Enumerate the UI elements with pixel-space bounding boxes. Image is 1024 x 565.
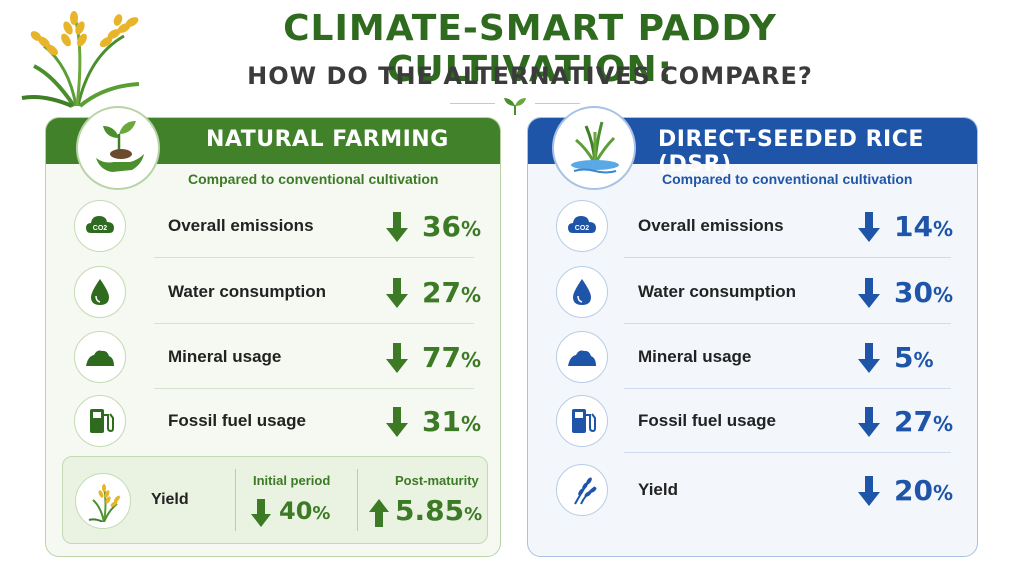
co2-icon-text: CO2 (575, 225, 590, 232)
water-drop-icon (91, 279, 109, 305)
nf-metric-row-emissions: CO2 Overall emissions 36% (46, 194, 500, 258)
arrow-up-icon (369, 499, 389, 527)
arrow-down-icon (858, 278, 880, 308)
page-title: CLIMATE-SMART PADDY CULTIVATION: (283, 8, 777, 90)
wheat-icon (574, 477, 597, 505)
arrow-down-icon (858, 476, 880, 506)
arrow-down-icon (386, 407, 408, 437)
fuel-pump-icon (572, 409, 596, 433)
yield-initial-value: 40% (279, 497, 331, 525)
hand-sprout-icon (96, 121, 144, 172)
rice-plant-icon (88, 484, 120, 522)
yield-divider (235, 469, 236, 531)
arrow-down-icon (386, 212, 408, 242)
arrow-down-icon (386, 343, 408, 373)
metric-value: 36% (422, 210, 482, 243)
co2-cloud-icon: CO2 (568, 216, 596, 233)
dsr-metric-row-emissions: CO2 Overall emissions 14% (528, 194, 977, 258)
dsr-metric-row-fuel: Fossil fuel usage 27% (528, 389, 977, 453)
row-divider (154, 257, 474, 258)
nf-metric-row-mineral: Mineral usage 77% (46, 325, 500, 389)
metric-label: Overall emissions (168, 216, 314, 235)
metric-label: Mineral usage (638, 347, 752, 366)
metric-value: 27% (894, 405, 954, 438)
metric-label: Water consumption (638, 282, 797, 301)
yield-divider (357, 469, 358, 531)
metric-label: Fossil fuel usage (168, 411, 306, 430)
arrow-down-icon (858, 212, 880, 242)
title-divider-right (535, 103, 580, 104)
co2-icon-text: CO2 (93, 225, 108, 232)
row-divider (624, 257, 951, 258)
arrow-down-icon (251, 499, 271, 527)
row-divider (624, 452, 951, 453)
dsr-metric-row-mineral: Mineral usage 5% (528, 325, 977, 389)
natural-farming-card: NATURAL FARMING Compared to conventional… (45, 106, 501, 557)
metric-value: 77% (422, 341, 482, 374)
natural-farming-badge (76, 106, 160, 190)
nf-yield-box: Yield Initial period 40% Post-maturity 5… (62, 456, 488, 544)
nf-metric-row-fuel: Fossil fuel usage 31% (46, 389, 500, 453)
dsr-metric-row-water: Water consumption 30% (528, 260, 977, 324)
yield-post-value: 5.85% (395, 494, 483, 527)
metric-label: Yield (638, 480, 678, 499)
dsr-comparison-note: Compared to conventional cultivation (662, 171, 913, 187)
metric-value: 27% (422, 276, 482, 309)
metric-label: Fossil fuel usage (638, 411, 776, 430)
metric-label: Overall emissions (638, 216, 784, 235)
yield-initial-label: Initial period (253, 473, 331, 488)
arrow-down-icon (858, 343, 880, 373)
dsr-badge (552, 106, 636, 190)
row-divider (154, 388, 474, 389)
water-drop-icon (573, 279, 591, 305)
natural-farming-title: NATURAL FARMING (206, 127, 449, 152)
metric-label: Water consumption (168, 282, 327, 301)
arrow-down-icon (386, 278, 408, 308)
natural-farming-comparison-note: Compared to conventional cultivation (188, 171, 439, 187)
metric-value: 30% (894, 276, 954, 309)
sprout-icon (504, 98, 526, 115)
arrow-down-icon (858, 407, 880, 437)
dsr-card: DIRECT-SEEDED RICE (DSR) Compared to con… (527, 106, 978, 557)
title-divider-left (450, 103, 495, 104)
metric-value: 5% (894, 341, 934, 374)
dsr-title: DIRECT-SEEDED RICE (DSR) (658, 127, 924, 177)
row-divider (154, 323, 474, 324)
mineral-pile-icon (568, 350, 596, 366)
yield-post-label: Post-maturity (395, 473, 479, 488)
nf-metric-row-water: Water consumption 27% (46, 260, 500, 324)
dsr-metric-row-yield: Yield 20% (528, 458, 977, 522)
metric-label: Mineral usage (168, 347, 282, 366)
metric-value: 14% (894, 210, 954, 243)
metric-value: 20% (894, 474, 954, 507)
row-divider (624, 388, 951, 389)
rice-seedling-water-icon (571, 121, 619, 174)
mineral-pile-icon (86, 350, 114, 366)
metric-value: 31% (422, 405, 482, 438)
rice-plant-logo-icon (21, 11, 140, 108)
fuel-pump-icon (90, 409, 114, 433)
co2-cloud-icon: CO2 (86, 216, 114, 233)
yield-label: Yield (151, 491, 189, 508)
page-subtitle: HOW DO THE ALTERNATIVES COMPARE? (247, 62, 813, 90)
row-divider (624, 323, 951, 324)
